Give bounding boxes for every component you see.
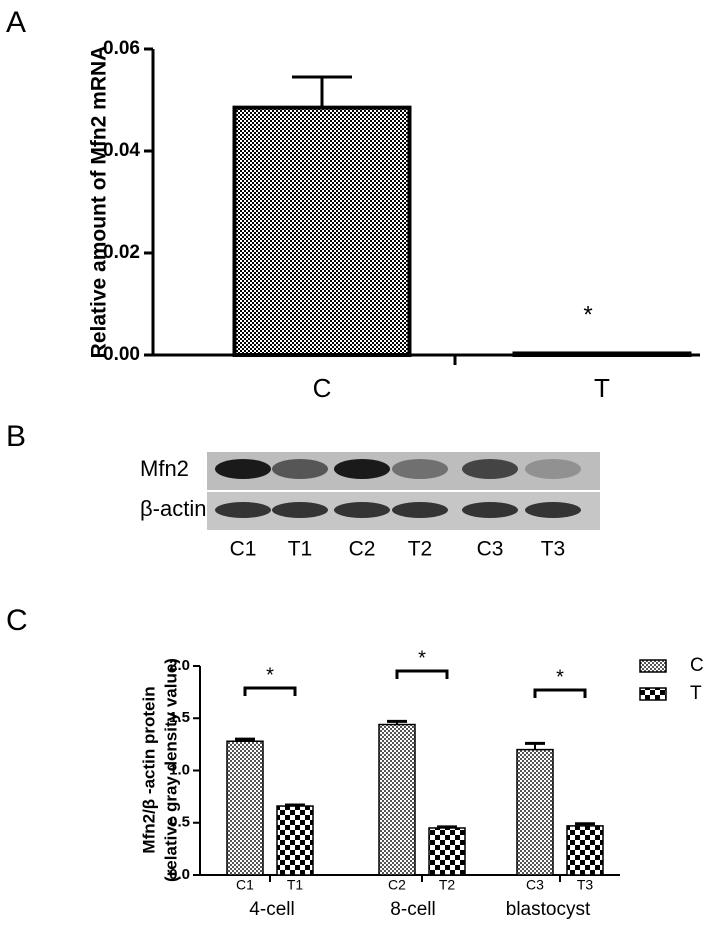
lane-label: C1 xyxy=(230,538,257,561)
lane-label: C3 xyxy=(477,538,504,561)
bar xyxy=(226,740,264,876)
lane-label: T3 xyxy=(541,538,566,561)
y-tick-label: 0.04 xyxy=(103,140,140,161)
y-tick-label: 0.0 xyxy=(169,866,190,883)
legend-swatch xyxy=(639,687,667,701)
bar xyxy=(512,351,692,358)
bar xyxy=(566,825,604,876)
x-tick-label: T xyxy=(594,373,610,403)
bar-label: C2 xyxy=(388,877,406,893)
panel-label: C xyxy=(6,604,28,637)
x-tick-label: blastocyst xyxy=(506,899,591,920)
annotation: * xyxy=(583,301,592,328)
bar-label: T1 xyxy=(287,877,304,893)
row-label: β-actin xyxy=(140,496,206,521)
y-tick-label: 1.5 xyxy=(169,709,190,726)
bar xyxy=(428,827,466,876)
panel-label: A xyxy=(6,6,26,39)
blot-band xyxy=(215,502,271,518)
lane-label: T1 xyxy=(288,538,313,561)
y-tick-label: 0.06 xyxy=(103,38,140,59)
bar-label: T3 xyxy=(577,877,594,893)
blot-band xyxy=(272,459,328,479)
y-axis-label: Mfn2/β -actin protein xyxy=(139,686,158,853)
blot-band xyxy=(392,459,448,479)
blot-band xyxy=(334,502,390,518)
legend-label: T xyxy=(690,683,702,704)
blot-band xyxy=(462,459,518,479)
y-tick-label: 0.5 xyxy=(169,814,190,831)
lane-label: C2 xyxy=(349,538,376,561)
significance-bracket xyxy=(395,669,449,679)
panel-label: B xyxy=(6,420,26,453)
bar xyxy=(276,805,314,876)
blot-band xyxy=(272,502,328,518)
y-axis-label: (relative gray density value) xyxy=(161,658,180,882)
blot-strip xyxy=(207,452,600,490)
blot-band xyxy=(215,459,271,479)
x-tick-label: 8-cell xyxy=(390,899,435,920)
y-axis-label: Relative amount of Mfn2 mRNA xyxy=(88,46,111,359)
legend-label: C xyxy=(690,655,704,676)
bar xyxy=(516,748,554,876)
bar xyxy=(378,723,416,876)
x-tick-label: 4-cell xyxy=(249,899,294,920)
blot-band xyxy=(334,459,390,479)
lane-label: T2 xyxy=(408,538,433,561)
row-label: Mfn2 xyxy=(140,456,189,481)
blot-band xyxy=(525,502,581,518)
blot-band xyxy=(462,502,518,518)
blot-band xyxy=(525,459,581,479)
significance-bracket xyxy=(533,688,587,698)
significance-bracket xyxy=(243,686,297,696)
legend-swatch xyxy=(639,659,667,673)
y-tick-label: 1.0 xyxy=(169,761,190,778)
y-tick-label: 0.02 xyxy=(103,242,140,263)
annotation: * xyxy=(266,664,274,686)
bar-label: T2 xyxy=(439,877,456,893)
blot-band xyxy=(392,502,448,518)
annotation: * xyxy=(418,647,426,669)
y-tick-label: 2.0 xyxy=(169,657,190,674)
x-tick-label: C xyxy=(313,373,332,403)
y-tick-label: 0.00 xyxy=(103,344,140,365)
bar-label: C1 xyxy=(236,877,254,893)
annotation: * xyxy=(556,666,564,688)
bar-label: C3 xyxy=(526,877,544,893)
bar xyxy=(232,105,412,358)
